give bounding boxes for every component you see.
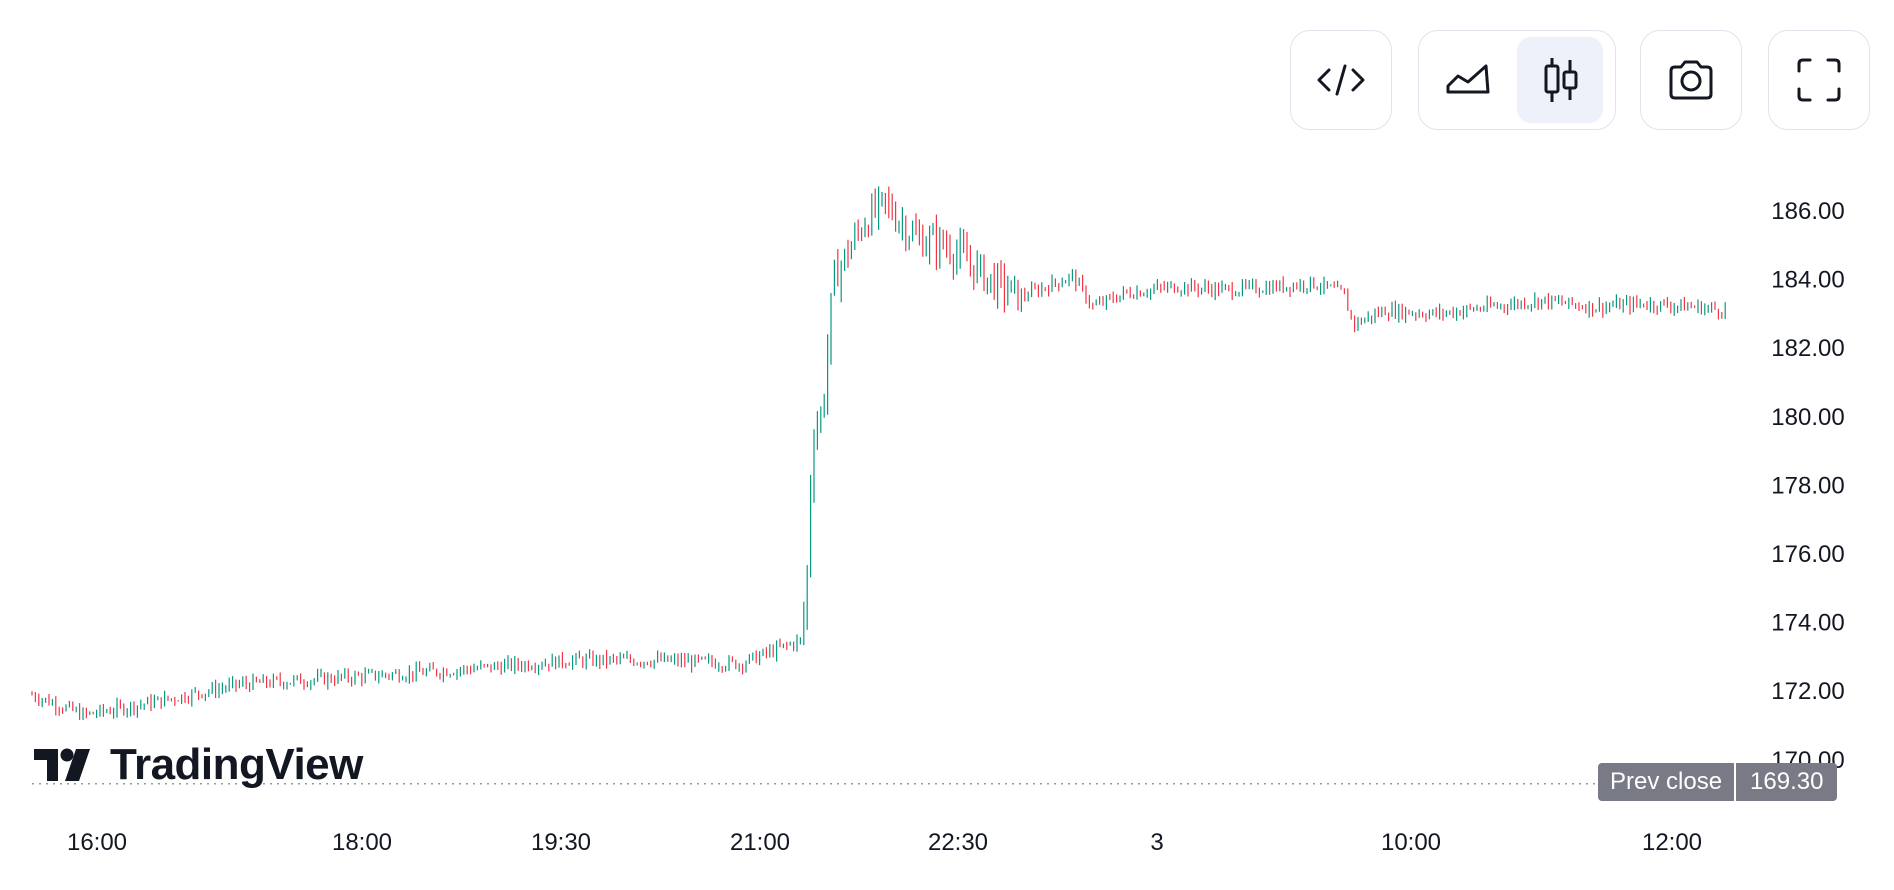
logo-text: TradingView: [110, 740, 363, 789]
candle-series: [31, 186, 1726, 720]
code-embed-icon: [1317, 64, 1365, 96]
time-tick-label: 18:00: [332, 829, 392, 856]
chart-style-switcher: [1418, 30, 1616, 130]
fullscreen-icon: [1797, 58, 1841, 102]
time-axis: 16:00 18:00 19:30 21:00 22:30 3 10:00 12:00: [67, 829, 1702, 856]
candles-style-button[interactable]: [1517, 37, 1603, 123]
embed-button[interactable]: [1290, 30, 1392, 130]
prev-close-badge: Prev close 169.30: [1598, 763, 1838, 801]
price-axis: 186.00 184.00 182.00 180.00 178.00 176.00 174.…: [1771, 198, 1844, 774]
price-tick-label: 180.00: [1771, 404, 1844, 431]
time-tick-label: 12:00: [1642, 829, 1702, 856]
price-tick-label: 174.00: [1771, 610, 1844, 637]
time-tick-label: 10:00: [1381, 829, 1441, 856]
camera-icon: [1669, 60, 1713, 100]
time-tick-label: 21:00: [730, 829, 790, 856]
time-tick-label: 16:00: [67, 829, 127, 856]
prev-close-value: 169.30: [1734, 763, 1838, 801]
tradingview-logo-icon: [34, 748, 90, 781]
fullscreen-button[interactable]: [1768, 30, 1870, 130]
price-tick-label: 186.00: [1771, 198, 1844, 225]
time-tick-label: 19:30: [531, 829, 591, 856]
candlestick-chart-icon: [1544, 58, 1578, 102]
area-style-button[interactable]: [1425, 37, 1511, 123]
price-tick-label: 172.00: [1771, 678, 1844, 705]
time-tick-label: 22:30: [928, 829, 988, 856]
time-tick-label: 3: [1150, 829, 1163, 856]
snapshot-button[interactable]: [1640, 30, 1742, 130]
price-tick-label: 182.00: [1771, 335, 1844, 362]
tradingview-logo[interactable]: TradingView: [34, 738, 363, 792]
area-chart-icon: [1446, 64, 1490, 94]
prev-close-label: Prev close: [1598, 763, 1735, 801]
price-tick-label: 178.00: [1771, 472, 1844, 499]
price-tick-label: 176.00: [1771, 541, 1844, 568]
price-tick-label: 184.00: [1771, 267, 1844, 294]
